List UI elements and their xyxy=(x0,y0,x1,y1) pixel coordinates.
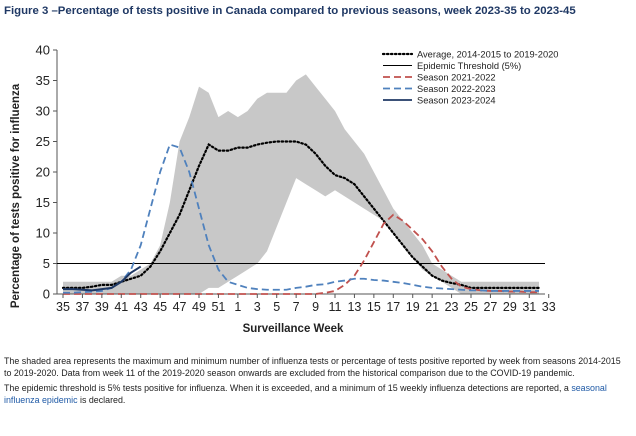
x-tick-label: 1 xyxy=(234,300,241,314)
notes-threshold-text: The epidemic threshold is 5% tests posit… xyxy=(4,383,572,393)
x-tick-label: 25 xyxy=(464,300,478,314)
x-tick-label: 15 xyxy=(367,300,381,314)
legend-label: Epidemic Threshold (5%) xyxy=(417,61,521,71)
x-tick-label: 9 xyxy=(312,300,319,314)
y-tick-label: 15 xyxy=(36,195,50,210)
figure-notes: The shaded area represents the maximum a… xyxy=(4,355,630,409)
x-tick-label: 35 xyxy=(56,300,70,314)
x-tick-label: 7 xyxy=(293,300,300,314)
y-tick-label: 40 xyxy=(36,43,50,58)
x-tick-label: 19 xyxy=(406,300,420,314)
y-axis-label: Percentage of tests positive for influen… xyxy=(10,83,22,308)
legend: Average, 2014-2015 to 2019-2020Epidemic … xyxy=(381,50,558,106)
series-line-season-2023-2024 xyxy=(63,265,142,292)
x-tick-label: 39 xyxy=(95,300,109,314)
y-tick-label: 35 xyxy=(36,73,50,88)
x-tick-label: 17 xyxy=(386,300,400,314)
x-tick-label: 45 xyxy=(153,300,167,314)
legend-label: Average, 2014-2015 to 2019-2020 xyxy=(417,50,558,60)
y-tick-label: 10 xyxy=(36,226,50,241)
y-tick-label: 20 xyxy=(36,165,50,180)
min-max-area xyxy=(63,74,539,295)
x-tick-label: 33 xyxy=(542,300,556,314)
series-lines xyxy=(61,140,541,295)
x-tick-label: 21 xyxy=(425,300,439,314)
legend-label: Season 2023-2024 xyxy=(417,96,496,106)
x-tick-label: 43 xyxy=(134,300,148,314)
x-tick-label: 49 xyxy=(192,300,206,314)
x-tick-label: 23 xyxy=(445,300,459,314)
x-tick-label: 3 xyxy=(254,300,261,314)
y-tick-label: 25 xyxy=(36,134,50,149)
notes-threshold-end: is declared. xyxy=(77,395,126,405)
x-tick-label: 5 xyxy=(273,300,280,314)
x-tick-label: 37 xyxy=(75,300,89,314)
x-tick-label: 41 xyxy=(114,300,128,314)
x-tick-label: 31 xyxy=(522,300,536,314)
x-tick-label: 51 xyxy=(211,300,225,314)
x-tick-label: 47 xyxy=(173,300,187,314)
y-axis-ticks: 0 5 10 15 20 25 30 35 40 xyxy=(36,43,57,302)
x-tick-label: 11 xyxy=(329,300,342,314)
legend-label: Season 2022-2023 xyxy=(417,84,496,94)
seasonal-epidemic-link[interactable]: seasonal influenza epidemic xyxy=(4,383,607,405)
y-tick-label: 30 xyxy=(36,104,50,119)
y-tick-label: 0 xyxy=(43,287,50,302)
x-axis-label: Surveillance Week xyxy=(243,323,344,335)
x-tick-label: 27 xyxy=(483,300,497,314)
notes-threshold: The epidemic threshold is 5% tests posit… xyxy=(4,382,630,406)
notes-shaded-area: The shaded area represents the maximum a… xyxy=(4,356,621,378)
series-line-season-2022-2023 xyxy=(63,143,539,294)
y-tick-label: 5 xyxy=(43,256,50,271)
x-tick-label: 29 xyxy=(503,300,517,314)
x-axis-ticks: 35 37 39 41 43 45 47 49 51 1 3 5 7 9 11 13 15 17 19 21 23 25 2… xyxy=(56,294,556,314)
x-tick-label: 13 xyxy=(347,300,361,314)
legend-label: Season 2021-2022 xyxy=(417,73,496,83)
series-line-season-2021-2022 xyxy=(63,213,539,295)
min-max-band xyxy=(63,74,539,295)
figure-title: Figure 3 –Percentage of tests positive i… xyxy=(4,5,576,17)
